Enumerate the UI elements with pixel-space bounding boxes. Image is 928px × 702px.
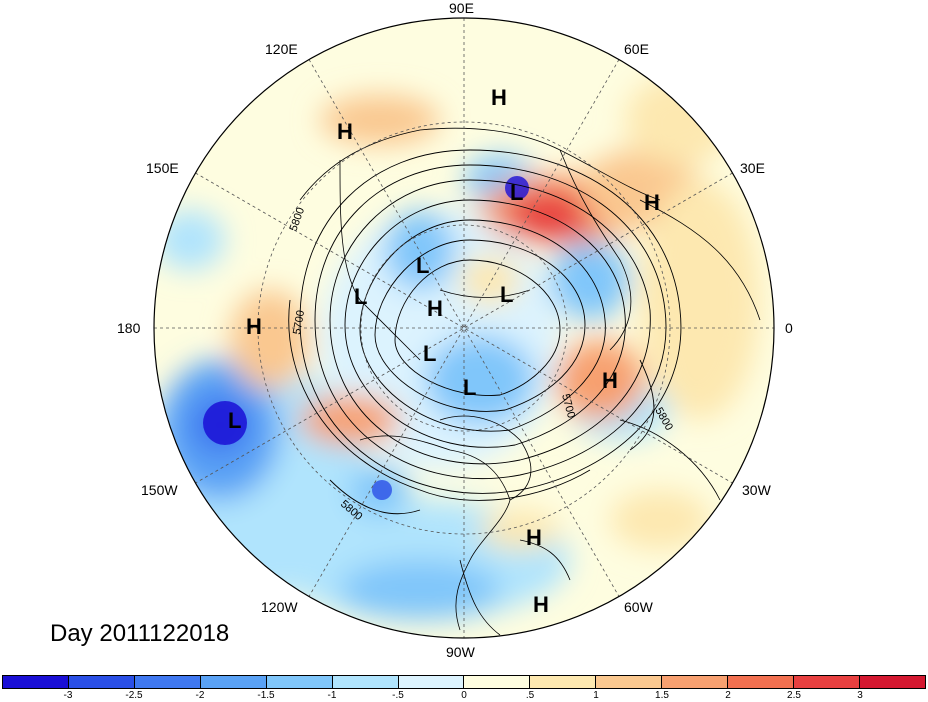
lon-label-90e: 90E <box>449 0 474 16</box>
colorbar-segment <box>794 676 860 688</box>
colorbar-tick-label: -1 <box>327 690 337 701</box>
lon-label-30w: 30W <box>742 482 771 498</box>
lon-label-120e: 120E <box>265 41 298 57</box>
lon-label-120w: 120W <box>261 599 298 615</box>
graticule <box>154 18 774 638</box>
colorbar-tick-label: 0 <box>461 690 467 701</box>
pressure-center-low: L <box>510 180 524 205</box>
lon-label-60w: 60W <box>624 599 653 615</box>
lon-label-60e: 60E <box>624 41 649 57</box>
anomaly-shading <box>154 18 774 638</box>
colorbar-tick-label: 2.5 <box>787 690 801 701</box>
colorbar-segment <box>3 676 69 688</box>
colorbar-segment <box>662 676 729 688</box>
pressure-center-low: L <box>463 375 477 400</box>
colorbar-segment <box>134 676 201 688</box>
lon-label-90w: 90W <box>446 644 475 660</box>
colorbar-segment <box>68 676 135 688</box>
colorbar-segment <box>596 676 663 688</box>
colorbar-segment <box>464 676 531 688</box>
pressure-center-low: L <box>423 341 437 366</box>
colorbar-segment <box>398 676 465 688</box>
pressure-center-high: H <box>602 368 618 393</box>
colorbar-segment <box>530 676 597 688</box>
pressure-center-high: H <box>526 525 542 550</box>
lon-label-30e: 30E <box>740 160 765 176</box>
lon-label-180: 180 <box>117 320 141 336</box>
lon-label-150w: 150W <box>141 482 178 498</box>
colorbar <box>2 675 926 689</box>
colorbar-segment <box>332 676 399 688</box>
colorbar-segment <box>200 676 267 688</box>
colorbar-tick-label: -.5 <box>392 690 404 701</box>
colorbar-tick-label: -2 <box>195 690 205 701</box>
colorbar-segment <box>266 676 333 688</box>
colorbar-tick-label: .5 <box>525 690 535 701</box>
pressure-center-low: L <box>354 284 368 309</box>
colorbar-tick-label: 2 <box>725 690 731 701</box>
pressure-center-high: H <box>246 314 262 339</box>
lon-label-150e: 150E <box>146 160 179 176</box>
height-contours <box>288 149 682 515</box>
pressure-center-high: H <box>337 119 353 144</box>
colorbar-tick-label: -3 <box>63 690 73 701</box>
colorbar-tick-label: 1.5 <box>655 690 669 701</box>
pressure-center-high: H <box>644 190 660 215</box>
pressure-center-high: H <box>427 296 443 321</box>
colorbar-tick-label: 3 <box>857 690 863 701</box>
colorbar-tick-label: -2.5 <box>125 690 143 701</box>
lon-label-0: 0 <box>785 320 793 336</box>
colorbar-segment <box>859 676 925 688</box>
colorbar-tick-label: 1 <box>593 690 599 701</box>
map-border <box>153 17 775 639</box>
pressure-center-low: L <box>416 253 430 278</box>
pressure-center-high: H <box>533 592 549 617</box>
colorbar-segment <box>728 676 795 688</box>
day-label: Day 2011122018 <box>50 620 230 647</box>
pressure-center-low: L <box>500 282 514 307</box>
colorbar-tick-label: -1.5 <box>257 690 275 701</box>
pressure-center-low: L <box>228 408 242 433</box>
colorbar-ticks: -3 -2.5 -2 -1.5 -1 -.5 0 .5 1 1.5 2 2.5 3 <box>2 690 926 702</box>
pressure-center-high: H <box>491 85 507 110</box>
contour-label: 5700 <box>291 309 307 335</box>
